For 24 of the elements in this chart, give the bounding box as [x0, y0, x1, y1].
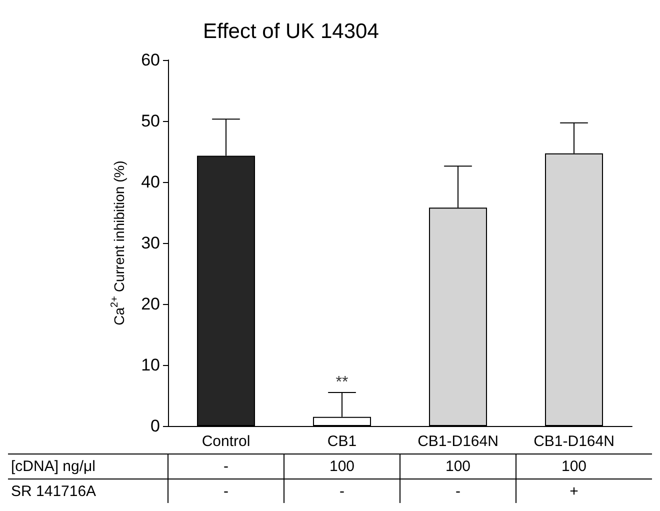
text: 100: [445, 458, 471, 475]
text: -: [224, 458, 228, 475]
y-tick-label: 20: [141, 294, 160, 314]
y-tick-label: 0: [150, 416, 160, 436]
chart-title: Effect of UK 14304: [203, 20, 380, 43]
y-tick-label: 60: [141, 50, 160, 70]
text: -: [456, 483, 460, 500]
text: -: [340, 483, 344, 500]
text: +: [570, 483, 579, 500]
x-tick-label: CB1-D164N: [534, 433, 614, 450]
text: [cDNA] ng/μl: [11, 458, 96, 475]
text: SR 141716A: [11, 483, 96, 500]
x-tick-label: CB1: [327, 433, 357, 450]
x-tick-label: CB1-D164N: [418, 433, 498, 450]
annotation: **: [336, 374, 348, 391]
text: -: [224, 483, 228, 500]
x-tick-label: Control: [202, 433, 250, 450]
text: 100: [561, 458, 587, 475]
text: 100: [329, 458, 355, 475]
y-tick-label: 30: [141, 234, 160, 252]
y-tick-label: 50: [141, 112, 160, 130]
y-tick-label: 10: [141, 356, 160, 374]
y-tick-label: 40: [141, 172, 160, 192]
y-axis-title: Ca2+ Current inhibition (%): [110, 160, 127, 326]
